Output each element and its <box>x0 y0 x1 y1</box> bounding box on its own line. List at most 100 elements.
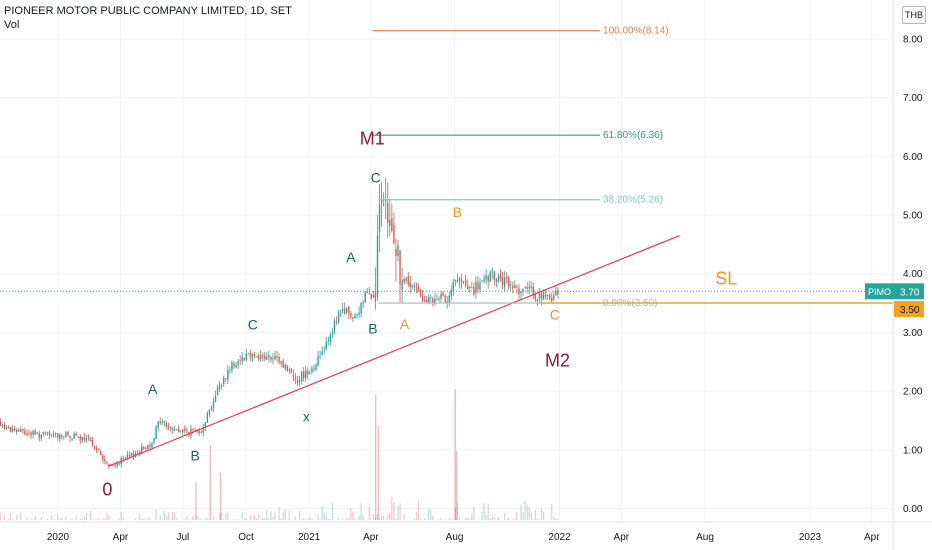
wave-label: SL <box>715 268 737 288</box>
candle-body <box>227 370 229 380</box>
volume-bar <box>241 511 243 520</box>
x-tick-label: Apr <box>113 532 129 543</box>
volume-bar <box>528 506 530 520</box>
volume-bar <box>143 519 145 520</box>
candle-body <box>415 285 418 287</box>
candle-body <box>458 278 461 282</box>
candle-body <box>122 457 124 459</box>
volume-bar <box>198 519 200 520</box>
candle-body <box>464 280 467 287</box>
volume-bar <box>471 513 473 520</box>
volume-bar <box>85 513 87 520</box>
x-tick-label: Apr <box>363 532 379 543</box>
candle-body <box>261 355 264 357</box>
candle-body <box>323 349 325 351</box>
candle-body <box>493 271 496 281</box>
volume-bar <box>134 518 137 520</box>
candle-body <box>419 289 422 296</box>
volume-bar <box>360 503 362 520</box>
candle-body <box>50 434 53 436</box>
volume-bar <box>307 519 309 520</box>
candle-body <box>106 461 108 464</box>
candle-body <box>204 422 206 428</box>
volume-bar <box>372 514 374 520</box>
volume-bar <box>542 511 545 520</box>
candle-body <box>526 286 528 289</box>
candle-body <box>126 454 129 458</box>
candle-body <box>450 290 452 297</box>
volume-bar <box>253 515 256 520</box>
candle-body <box>393 224 395 244</box>
wave-label: A <box>400 316 410 332</box>
volume-bar <box>141 519 143 520</box>
price-axis[interactable]: 0.00 1.00 2.00 3.00 4.00 5.00 6.00 7.00 8.00 <box>892 0 923 550</box>
candle-body <box>518 288 520 295</box>
candle-body <box>173 429 176 431</box>
candle-body <box>3 424 6 429</box>
candle-body <box>220 385 223 386</box>
candle-body <box>512 285 514 289</box>
candle-body <box>231 362 233 371</box>
volume-spike <box>209 445 212 520</box>
candle-body <box>319 355 321 357</box>
candle-body <box>278 357 280 363</box>
x-tick-label: 2023 <box>799 532 822 543</box>
volume-bar <box>298 511 301 520</box>
volume-bar <box>465 517 467 520</box>
candle-body <box>286 365 288 372</box>
candle-body <box>430 296 432 298</box>
volume-bar <box>284 509 286 520</box>
volume-bar <box>91 519 94 520</box>
candle-body <box>206 413 209 423</box>
currency-badge[interactable]: THB <box>902 6 926 24</box>
candle-body <box>483 278 485 282</box>
volume-bar <box>192 515 194 520</box>
candle-body <box>190 428 192 436</box>
time-axis[interactable]: 2020 Apr Jul Oct 2021 Apr Aug 2022 Apr Aug 2023 Apr <box>0 521 932 543</box>
volume-bar <box>403 513 405 520</box>
volume-bar <box>301 519 303 520</box>
candle-body <box>477 281 479 290</box>
x-tick-label: 2021 <box>298 532 321 543</box>
candle-body <box>315 365 317 371</box>
volume-bar <box>317 514 319 520</box>
volume-bar <box>329 518 331 520</box>
candle-body <box>7 427 10 429</box>
x-tick-label: Apr <box>614 532 630 543</box>
candle-body <box>428 297 430 303</box>
volume-bar <box>342 518 344 520</box>
candle-body <box>471 287 473 289</box>
volume-bar <box>278 507 280 520</box>
volume-bar <box>235 519 237 520</box>
volume-bar <box>71 518 73 520</box>
candle-body <box>130 452 133 456</box>
volume-spike <box>195 482 197 520</box>
candle-body <box>456 280 459 283</box>
candle-body <box>102 455 104 460</box>
volume-bar <box>456 502 459 520</box>
candle-body <box>499 274 502 280</box>
symbol-title[interactable]: PIONEER MOTOR PUBLIC COMPANY LIMITED, 1D… <box>4 5 292 17</box>
candle-body <box>36 432 38 434</box>
candle-body <box>186 430 188 432</box>
candle-body <box>54 432 57 435</box>
wave-label: B <box>368 321 377 337</box>
y-tick-label: 5.00 <box>903 211 923 222</box>
candle-body <box>378 204 381 232</box>
volume-bar <box>288 510 290 520</box>
volume-bar <box>540 508 543 520</box>
volume-bar <box>26 517 28 520</box>
candle-body <box>155 426 157 439</box>
candle-body <box>79 436 81 441</box>
candle-body <box>20 428 22 432</box>
candle-body <box>516 286 518 288</box>
volume-bar <box>395 518 397 520</box>
candle-body <box>233 363 235 367</box>
candle-body <box>442 292 444 296</box>
volume-bar <box>321 505 323 520</box>
volume-bar <box>149 518 151 520</box>
candle-body <box>77 436 79 438</box>
candle-body <box>352 316 354 319</box>
volume-indicator-label[interactable]: Vol <box>4 19 20 31</box>
